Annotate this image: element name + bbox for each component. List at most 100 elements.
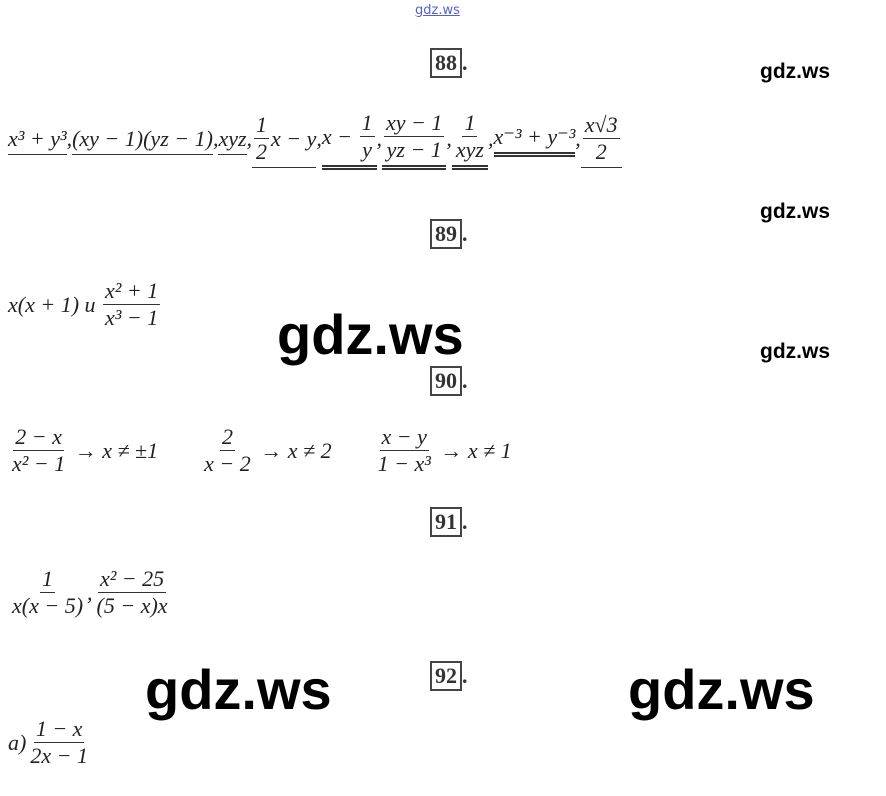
denominator: y — [362, 137, 372, 162]
denominator: x³ − 1 — [105, 305, 159, 330]
denominator: 2x − 1 — [30, 743, 88, 768]
expression: , — [247, 126, 253, 154]
math-text: , — [376, 126, 383, 151]
fraction: x√3 2 — [582, 112, 620, 165]
expression: 1 xyz — [451, 110, 488, 170]
numerator: x − y — [379, 424, 429, 451]
math-text: → x ≠ ±1 — [69, 437, 159, 463]
fraction: 1 x(x − 5) — [10, 566, 85, 619]
watermark: gdz.ws — [760, 60, 831, 83]
numerator: 1 — [40, 566, 56, 593]
denominator: yz − 1 — [386, 137, 442, 162]
number-box: 88 — [430, 48, 462, 78]
expression: 1 x(x − 5), x² − 25 (5 − x)x — [8, 566, 172, 621]
problem-number: 92. — [430, 661, 468, 691]
math-text: , — [87, 579, 93, 605]
number-box: 92 — [430, 661, 462, 691]
number-box: 90 — [430, 366, 462, 396]
expression: x(x + 1) и x² + 1 x³ − 1 — [8, 278, 162, 333]
denominator: 2 — [595, 139, 607, 164]
expression: , — [488, 126, 494, 154]
math-text: x − y — [271, 125, 317, 151]
watermark: gdz.ws — [145, 658, 332, 721]
number-dot: . — [462, 50, 468, 75]
problem-number: 91. — [430, 507, 468, 537]
math-text: , — [446, 126, 452, 151]
math-text: , — [575, 126, 581, 151]
math-text: , — [316, 126, 322, 151]
expression-row: x³ + y³, (xy − 1)(yz − 1), xyz, 1 2 x − y,x −… — [8, 110, 622, 170]
expression: а) 1 − x 2x − 1 — [8, 716, 92, 771]
fraction: x² + 1 x³ − 1 — [103, 278, 161, 331]
problem-number: 89. — [430, 219, 468, 249]
math-text: x³ + y³ — [8, 125, 67, 151]
expression: , — [316, 126, 322, 154]
expression: x√3 2 — [580, 112, 622, 168]
number-dot: . — [462, 509, 468, 534]
math-text: xyz — [218, 125, 247, 151]
math-text: , — [246, 126, 253, 151]
math-text: x⁻³ + y⁻³ — [493, 123, 576, 149]
problem-number: 90. — [430, 366, 468, 396]
expression-row: x(x + 1) и x² + 1 x³ − 1 — [8, 278, 162, 333]
numerator: x² + 1 — [103, 278, 161, 305]
expression: , — [377, 126, 383, 154]
expression: xyz — [218, 125, 247, 155]
expression: (xy − 1)(yz − 1) — [72, 126, 213, 155]
math-text: (xy − 1)(yz − 1) — [72, 125, 213, 151]
site-link[interactable]: gdz.ws — [415, 3, 460, 18]
expression-row: а) 1 − x 2x − 1 — [8, 716, 92, 771]
fraction: x² − 25 (5 − x)x — [95, 566, 170, 619]
expression: x⁻³ + y⁻³ — [493, 123, 576, 157]
denominator: 1 − x³ — [377, 451, 431, 476]
denominator: x(x − 5) — [12, 593, 84, 618]
expression-row: 1 x(x − 5), x² − 25 (5 − x)x — [8, 566, 172, 621]
math-text: , — [66, 126, 73, 151]
number-dot: . — [462, 663, 468, 688]
denominator: (5 − x)x — [96, 593, 168, 618]
denominator: x − 2 — [204, 451, 251, 476]
numerator: 2 — [219, 424, 235, 451]
number-box: 91 — [430, 507, 462, 537]
math-text: → x ≠ 1 — [434, 437, 512, 463]
fraction: 1 xyz — [454, 110, 486, 163]
math-text: а) — [8, 729, 27, 755]
math-text: x − — [321, 123, 358, 149]
expression: , — [67, 126, 73, 154]
watermark: gdz.ws — [277, 303, 464, 366]
numerator: x² − 25 — [97, 566, 167, 593]
expression: , — [575, 126, 581, 154]
numerator: 2 − x — [13, 424, 64, 451]
watermark: gdz.ws — [760, 200, 831, 223]
numerator: xy − 1 — [384, 110, 445, 137]
denominator: x² − 1 — [12, 451, 66, 476]
math-text: , — [488, 126, 494, 151]
expression: x³ + y³ — [8, 126, 67, 155]
number-dot: . — [462, 221, 468, 246]
expression: , — [446, 126, 452, 154]
math-text: → x ≠ 2 — [254, 437, 332, 463]
numerator: 1 − x — [33, 716, 85, 743]
math-text: , — [212, 126, 219, 151]
number-dot: . — [462, 368, 468, 393]
numerator: 1 — [254, 112, 270, 139]
watermark: gdz.ws — [628, 658, 815, 721]
problem-number: 88. — [430, 48, 468, 78]
fraction: 1 − x 2x − 1 — [28, 716, 90, 769]
denominator: xyz — [455, 137, 484, 162]
expression: 2 − x x² − 1 → x ≠ ±1 — [8, 424, 158, 479]
fraction: 2 − x x² − 1 — [10, 424, 67, 477]
numerator: 1 — [359, 110, 375, 137]
watermark: gdz.ws — [760, 340, 831, 363]
math-text: x(x + 1) и — [8, 291, 102, 317]
